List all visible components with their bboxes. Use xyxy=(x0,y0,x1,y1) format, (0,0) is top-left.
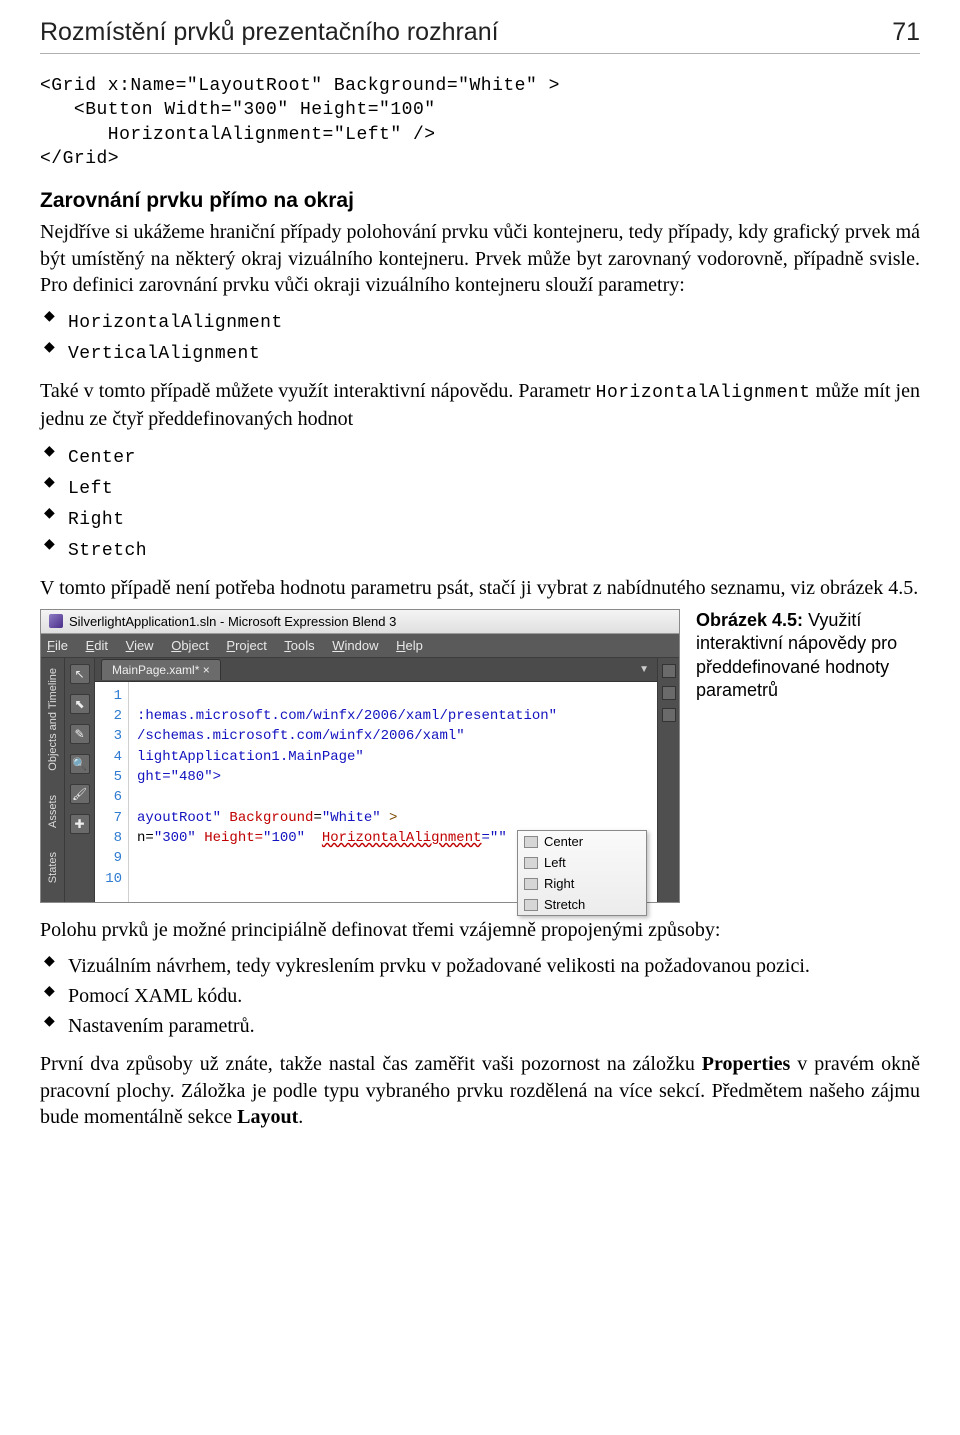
editor: MainPage.xaml* × ▼ 1 2 3 4 5 6 7 8 xyxy=(95,658,657,902)
menu-edit[interactable]: Edit xyxy=(86,638,108,653)
line-number: 9 xyxy=(95,848,122,868)
code-line: <Grid x:Name="LayoutRoot" Background="Wh… xyxy=(40,76,560,96)
list-item: Stretch xyxy=(40,534,920,565)
left-panel-tabs: Objects and Timeline Assets States xyxy=(41,658,65,902)
body-paragraph: První dva způsoby už znáte, takže nastal… xyxy=(40,1051,920,1130)
text-run: . xyxy=(298,1106,303,1128)
line-number: 5 xyxy=(95,767,122,787)
document-tab[interactable]: MainPage.xaml* × xyxy=(101,659,221,680)
tab-overflow-icon[interactable]: ▼ xyxy=(639,664,649,675)
code-line: </Grid> xyxy=(40,149,119,169)
line-number: 7 xyxy=(95,808,122,828)
list-item-label: Center xyxy=(68,448,136,468)
bullet-list-ways: Vizuálním návrhem, tedy vykreslením prvk… xyxy=(40,951,920,1041)
panel-tab-states[interactable]: States xyxy=(47,848,59,887)
panel-tab-objects[interactable]: Objects and Timeline xyxy=(47,664,59,775)
list-item: Center xyxy=(40,441,920,472)
list-item-label: HorizontalAlignment xyxy=(68,313,283,333)
code-line: <Button Width="300" Height="100" xyxy=(40,100,436,120)
list-item: Right xyxy=(40,503,920,534)
code-block-1: <Grid x:Name="LayoutRoot" Background="Wh… xyxy=(40,74,920,171)
app-icon xyxy=(49,614,63,628)
tool-eyedrop-icon[interactable]: ✚ xyxy=(70,814,90,834)
list-item-label: Vizuálním návrhem, tedy vykreslením prvk… xyxy=(68,955,810,977)
body-paragraph: Polohu prvků je možné principiálně defin… xyxy=(40,917,920,943)
bullet-list-params: HorizontalAlignment VerticalAlignment xyxy=(40,306,920,368)
toolbox: ↖ ⬉ ✎ 🔍 🖌 ✚ xyxy=(65,658,95,902)
right-icon[interactable] xyxy=(662,686,676,700)
tool-brush-icon[interactable]: 🖌 xyxy=(70,784,90,804)
figure-row: SilverlightApplication1.sln - Microsoft … xyxy=(40,609,920,903)
line-number: 3 xyxy=(95,726,122,746)
bullet-list-values: Center Left Right Stretch xyxy=(40,441,920,565)
list-item: Vizuálním návrhem, tedy vykreslením prvk… xyxy=(40,951,920,981)
intellisense-popup: Center Left Right Stretch xyxy=(517,830,647,916)
intellisense-option[interactable]: Stretch xyxy=(518,894,646,915)
list-item: HorizontalAlignment xyxy=(40,306,920,337)
line-gutter: 1 2 3 4 5 6 7 8 9 10 xyxy=(95,682,129,902)
body-paragraph: V tomto případě není potřeba hodnotu par… xyxy=(40,575,920,601)
right-strip xyxy=(657,658,679,902)
list-item-label: VerticalAlignment xyxy=(68,344,260,364)
running-title: Rozmístění prvků prezentačního rozhraní xyxy=(40,18,499,47)
text-run: První dva způsoby už znáte, takže nastal… xyxy=(40,1053,702,1075)
right-icon[interactable] xyxy=(662,664,676,678)
list-item: Pomocí XAML kódu. xyxy=(40,981,920,1011)
line-number: 1 xyxy=(95,686,122,706)
tool-zoom-icon[interactable]: 🔍 xyxy=(70,754,90,774)
text-run: Také v tomto případě můžete využít inter… xyxy=(40,380,596,402)
intellisense-option[interactable]: Left xyxy=(518,852,646,873)
screenshot-blend: SilverlightApplication1.sln - Microsoft … xyxy=(40,609,680,903)
code-text[interactable]: :hemas.microsoft.com/winfx/2006/xaml/pre… xyxy=(129,682,565,902)
menu-tools[interactable]: Tools xyxy=(284,638,314,653)
line-number: 8 xyxy=(95,828,122,848)
body-paragraph: Také v tomto případě můžete využít inter… xyxy=(40,378,920,432)
menu-file[interactable]: File xyxy=(47,638,68,653)
code-line: HorizontalAlignment="Left" /> xyxy=(40,125,436,145)
running-head: Rozmístění prvků prezentačního rozhraní … xyxy=(40,0,920,54)
tool-select-icon[interactable]: ↖ xyxy=(70,664,90,684)
list-item: Left xyxy=(40,472,920,503)
bold-run: Properties xyxy=(702,1053,791,1075)
menu-project[interactable]: Project xyxy=(226,638,266,653)
page-number: 71 xyxy=(892,18,920,47)
figure-label: Obrázek 4.5: xyxy=(696,610,803,630)
menubar: File Edit View Object Project Tools Wind… xyxy=(41,634,679,658)
work-row: Objects and Timeline Assets States ↖ ⬉ ✎… xyxy=(41,658,679,902)
list-item: Nastavením parametrů. xyxy=(40,1011,920,1041)
list-item-label: Stretch xyxy=(68,541,147,561)
line-number: 6 xyxy=(95,787,122,807)
document-tabs: MainPage.xaml* × ▼ xyxy=(95,658,657,682)
section-heading: Zarovnání prvku přímo na okraj xyxy=(40,189,920,213)
panel-tab-assets[interactable]: Assets xyxy=(47,791,59,832)
right-icon[interactable] xyxy=(662,708,676,722)
window-titlebar: SilverlightApplication1.sln - Microsoft … xyxy=(41,610,679,634)
line-number: 4 xyxy=(95,747,122,767)
line-number: 2 xyxy=(95,706,122,726)
menu-object[interactable]: Object xyxy=(171,638,209,653)
intellisense-option[interactable]: Center xyxy=(518,831,646,852)
list-item-label: Nastavením parametrů. xyxy=(68,1015,255,1037)
figure-caption: Obrázek 4.5: Využití interaktivní nápově… xyxy=(696,609,920,703)
list-item-label: Left xyxy=(68,479,113,499)
intellisense-option[interactable]: Right xyxy=(518,873,646,894)
window-title: SilverlightApplication1.sln - Microsoft … xyxy=(69,614,396,629)
list-item-label: Right xyxy=(68,510,125,530)
tool-direct-icon[interactable]: ⬉ xyxy=(70,694,90,714)
list-item: VerticalAlignment xyxy=(40,337,920,368)
inline-code: HorizontalAlignment xyxy=(596,383,811,403)
body-paragraph: Nejdříve si ukážeme hraniční případy pol… xyxy=(40,219,920,298)
menu-help[interactable]: Help xyxy=(396,638,423,653)
code-area[interactable]: 1 2 3 4 5 6 7 8 9 10 :hemas.microsoft.co… xyxy=(95,682,657,902)
list-item-label: Pomocí XAML kódu. xyxy=(68,985,242,1007)
bold-run: Layout xyxy=(237,1106,298,1128)
line-number: 10 xyxy=(95,869,122,889)
tool-pen-icon[interactable]: ✎ xyxy=(70,724,90,744)
menu-window[interactable]: Window xyxy=(332,638,378,653)
menu-view[interactable]: View xyxy=(126,638,154,653)
